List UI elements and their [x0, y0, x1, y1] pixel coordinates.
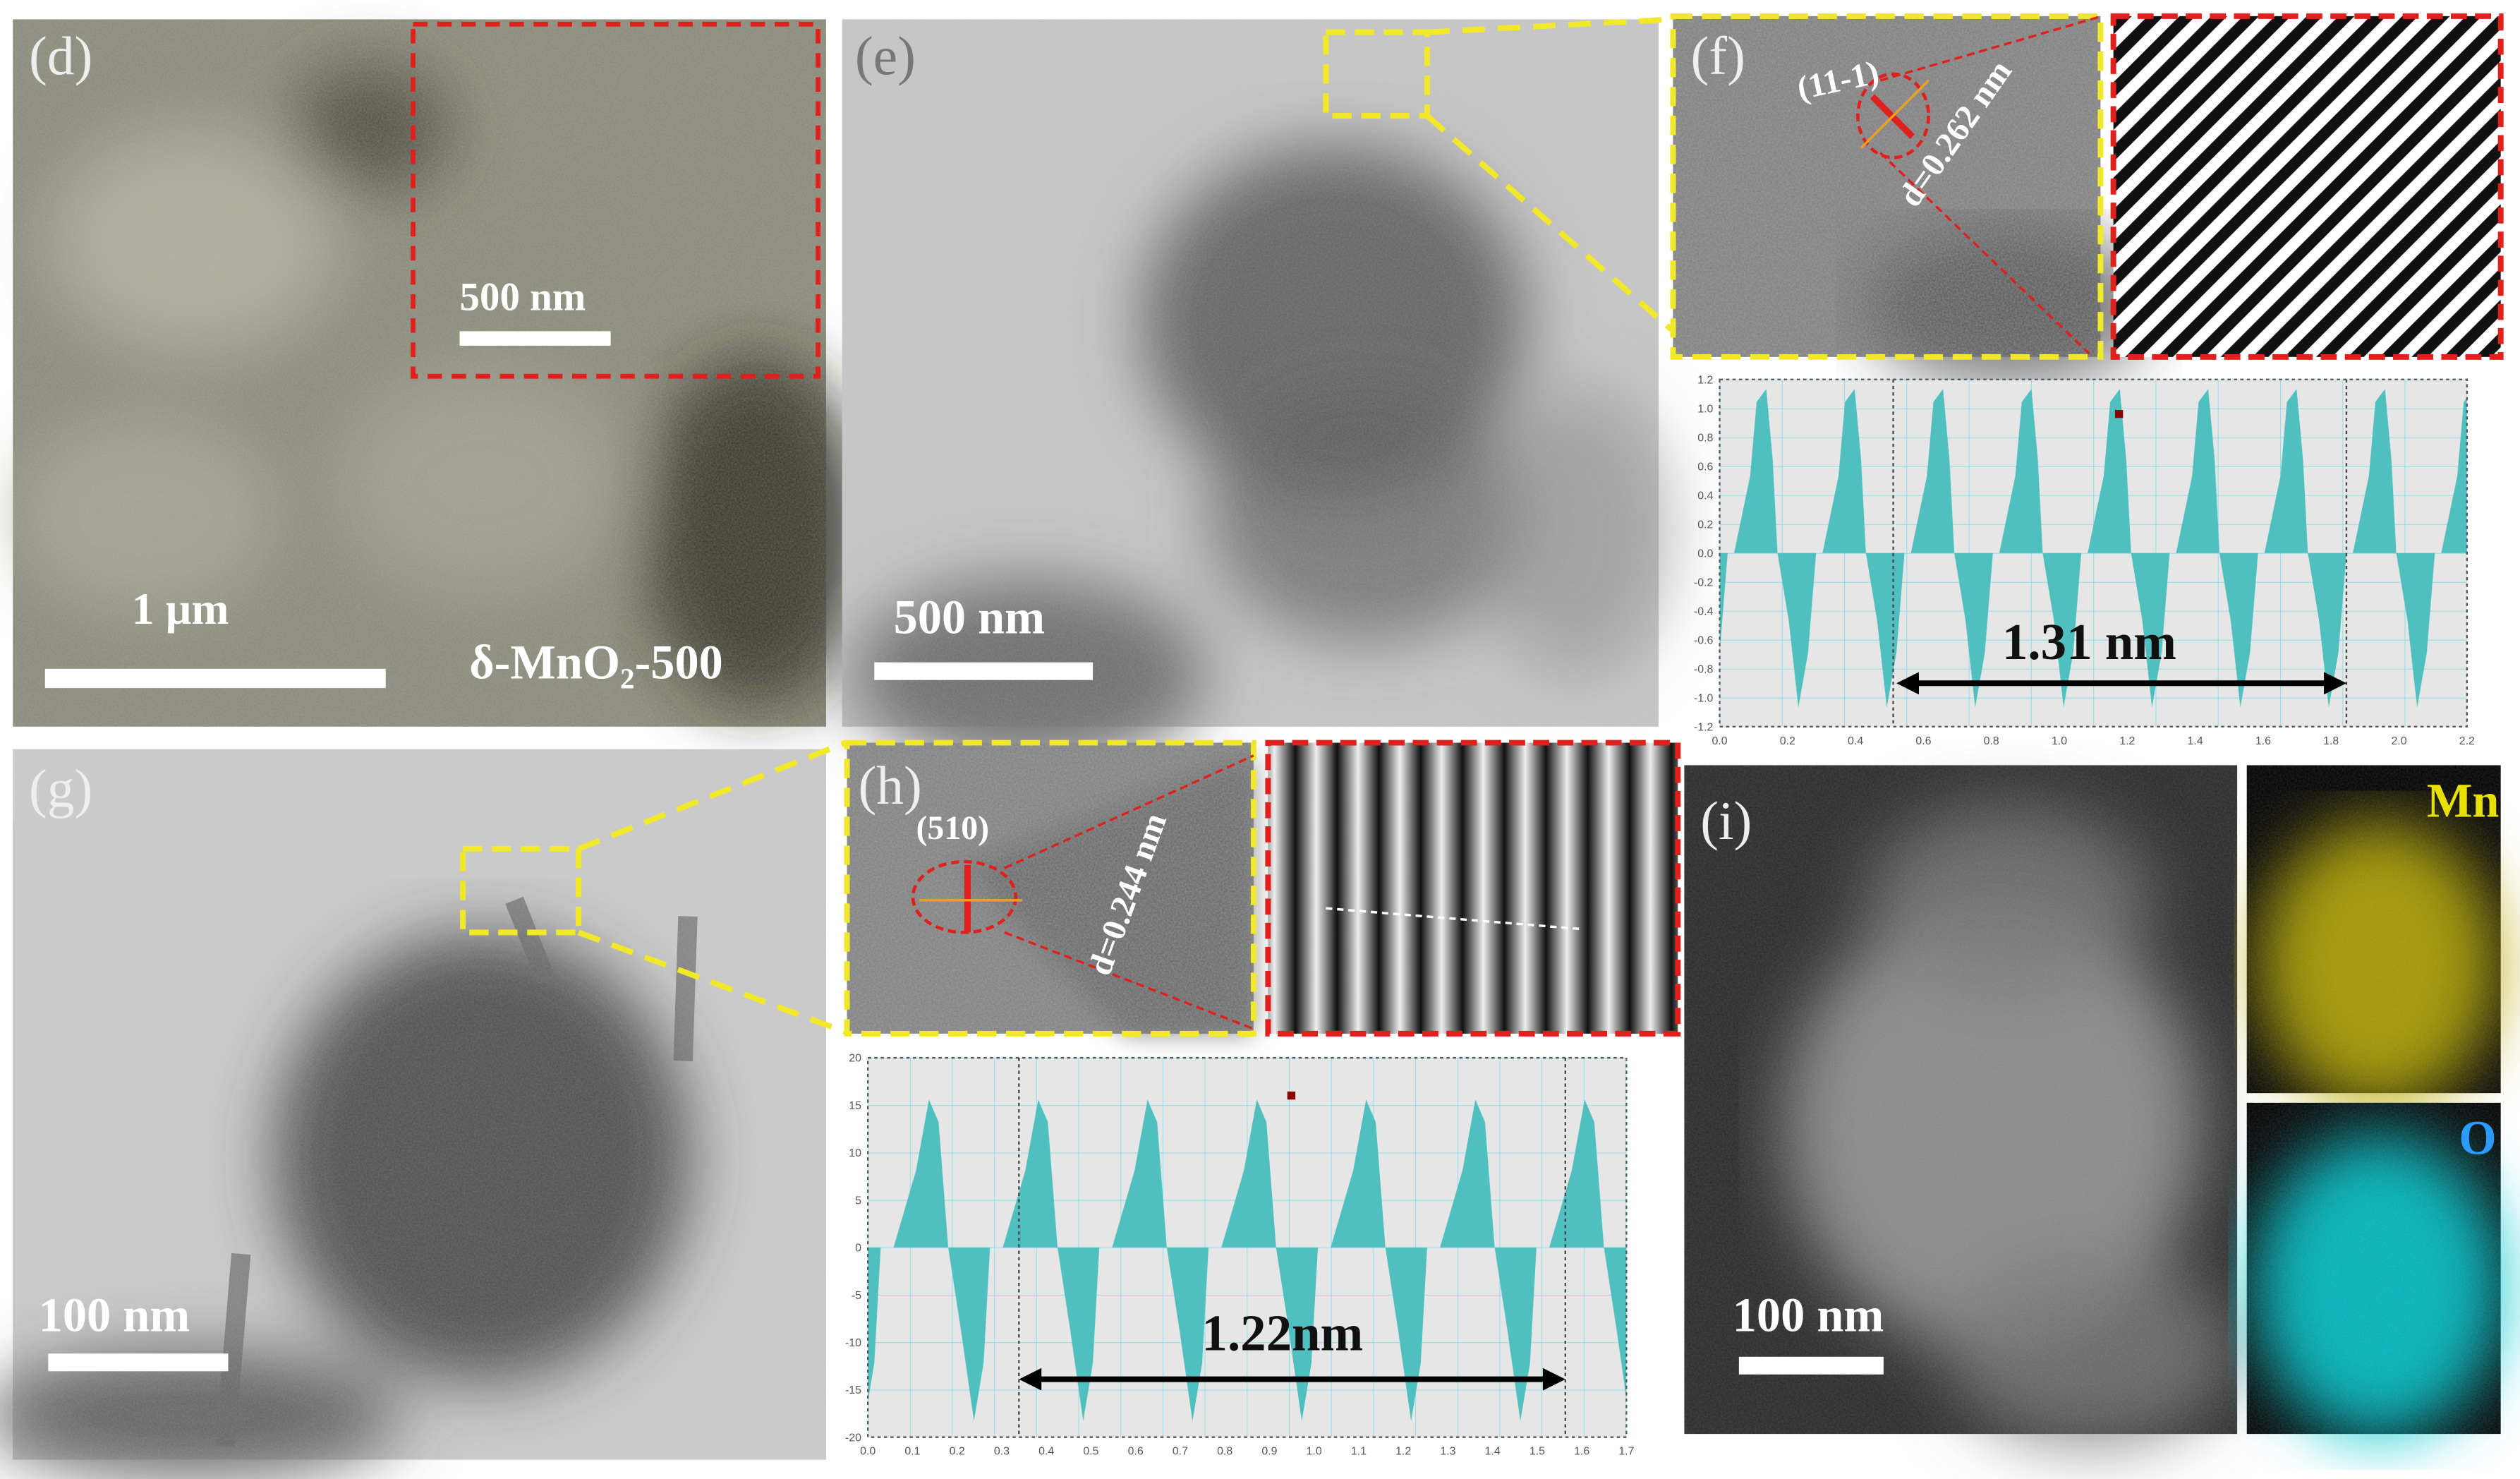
distance-label: 1.31 nm: [2002, 613, 2176, 670]
y-tick-label: 0.8: [1697, 432, 1713, 444]
x-tick-label: 1.2: [1395, 1446, 1411, 1458]
x-tick-label: 1.4: [2188, 735, 2203, 747]
x-tick-label: 1.5: [1529, 1446, 1545, 1458]
inset-box: [411, 21, 820, 379]
scale-bar: [874, 662, 1094, 680]
x-tick-label: 2.0: [2391, 735, 2406, 747]
x-tick-label: 0.3: [994, 1446, 1010, 1458]
y-tick-label: -0.2: [1694, 576, 1714, 588]
panel-label: (h): [858, 755, 921, 816]
y-tick-label: 5: [855, 1195, 861, 1207]
y-tick-label: 0.4: [1697, 490, 1713, 502]
x-tick-label: 1.3: [1440, 1446, 1455, 1458]
scale-bar: [44, 668, 386, 689]
element-label: Mn: [2427, 773, 2499, 827]
panel-f: (f) (11-1) d=0.262 nm: [1670, 13, 2504, 386]
y-tick-label: 0: [855, 1243, 861, 1255]
x-tick-label: 0.5: [1083, 1446, 1098, 1458]
x-tick-label: 0.8: [1217, 1446, 1232, 1458]
scale-bar: [48, 1353, 229, 1372]
scale-bar: [459, 331, 611, 346]
x-tick-label: 1.2: [2119, 735, 2135, 747]
x-tick-label: 1.7: [1618, 1446, 1634, 1458]
y-tick-label: 1.0: [1697, 403, 1713, 415]
plane-label: (510): [916, 809, 989, 847]
y-tick-label: 10: [849, 1147, 861, 1159]
scale-label: 100 nm: [39, 1288, 190, 1341]
panel-e: (e) 500 nm: [842, 19, 1672, 772]
x-tick-label: 1.6: [2255, 735, 2271, 747]
sample-name: δ-MnO₂-500: [469, 635, 723, 689]
panel-h: (h) (510) d=0.244 nm: [844, 740, 1681, 1037]
y-tick-label: 20: [849, 1053, 861, 1065]
x-tick-label: 1.4: [1485, 1446, 1501, 1458]
x-tick-label: 0.6: [1915, 735, 1931, 747]
x-tick-label: 0.0: [860, 1446, 876, 1458]
zoom-connector: [1425, 16, 1673, 332]
line-profile: 1.22nm 20 15 10 5 0 -5 -10 -15 -20 0.0 0.1 0.2 0.3 0.…: [845, 1053, 1635, 1458]
scale-label: 500 nm: [460, 275, 586, 320]
y-tick-label: -5: [852, 1290, 861, 1302]
zoom-connector: [577, 740, 847, 1035]
y-tick-label: -0.6: [1694, 634, 1714, 646]
y-tick-label: -1.0: [1694, 692, 1714, 704]
y-tick-label: 0.0: [1697, 548, 1713, 560]
scale-label: 500 nm: [894, 591, 1046, 644]
y-tick-label: 1.2: [1697, 374, 1713, 386]
y-tick-label: -15: [845, 1384, 861, 1396]
y-tick-label: -1.2: [1694, 721, 1714, 733]
y-tick-label: 0.6: [1697, 461, 1713, 473]
panel-label: (f): [1691, 25, 1745, 86]
x-tick-label: 2.2: [2459, 735, 2475, 747]
scale-label: 100 nm: [1733, 1288, 1884, 1341]
panel-d: (d) 500 nm 1 µm δ-MnO₂-500: [13, 19, 868, 727]
x-tick-label: 0.2: [950, 1446, 965, 1458]
x-tick-label: 0.0: [1712, 735, 1727, 747]
panel-label: (e): [855, 25, 916, 86]
x-tick-label: 0.8: [1984, 735, 1999, 747]
x-tick-label: 0.9: [1261, 1446, 1277, 1458]
x-tick-label: 0.2: [1780, 735, 1795, 747]
line-profile: 1.31 nm 1.2 1.0 0.8 0.6 0.4 0.2 0.0 -0.2 -0.4 -0.…: [1694, 374, 2475, 747]
x-tick-label: 0.1: [904, 1446, 920, 1458]
x-tick-label: 0.4: [1038, 1446, 1054, 1458]
y-tick-label: -0.8: [1694, 663, 1714, 675]
x-tick-label: 0.4: [1848, 735, 1863, 747]
x-tick-label: 0.6: [1128, 1446, 1144, 1458]
scale-label: 1 µm: [132, 584, 229, 634]
y-tick-label: -0.4: [1694, 605, 1714, 617]
x-tick-label: 1.0: [1307, 1446, 1322, 1458]
y-tick-label: 15: [849, 1100, 861, 1112]
panel-label: (d): [29, 25, 92, 86]
panel-label: (i): [1700, 790, 1752, 851]
x-tick-label: 1.8: [2323, 735, 2339, 747]
scale-bar: [1738, 1356, 1884, 1375]
zoom-box: [1323, 29, 1430, 119]
panel-g: (g) 100 nm: [0, 749, 826, 1479]
distance-label: 1.22nm: [1202, 1305, 1364, 1362]
y-tick-label: -20: [845, 1432, 861, 1444]
panel-label: (g): [29, 759, 92, 819]
x-tick-label: 1.6: [1574, 1446, 1589, 1458]
y-tick-label: -10: [845, 1337, 861, 1349]
panel-i: (i) 100 nm Mn O: [1684, 765, 2504, 1447]
x-tick-label: 1.0: [2052, 735, 2067, 747]
y-tick-label: 0.2: [1697, 519, 1713, 531]
x-tick-label: 0.7: [1173, 1446, 1188, 1458]
x-tick-label: 1.1: [1351, 1446, 1367, 1458]
element-label: O: [2459, 1111, 2496, 1165]
